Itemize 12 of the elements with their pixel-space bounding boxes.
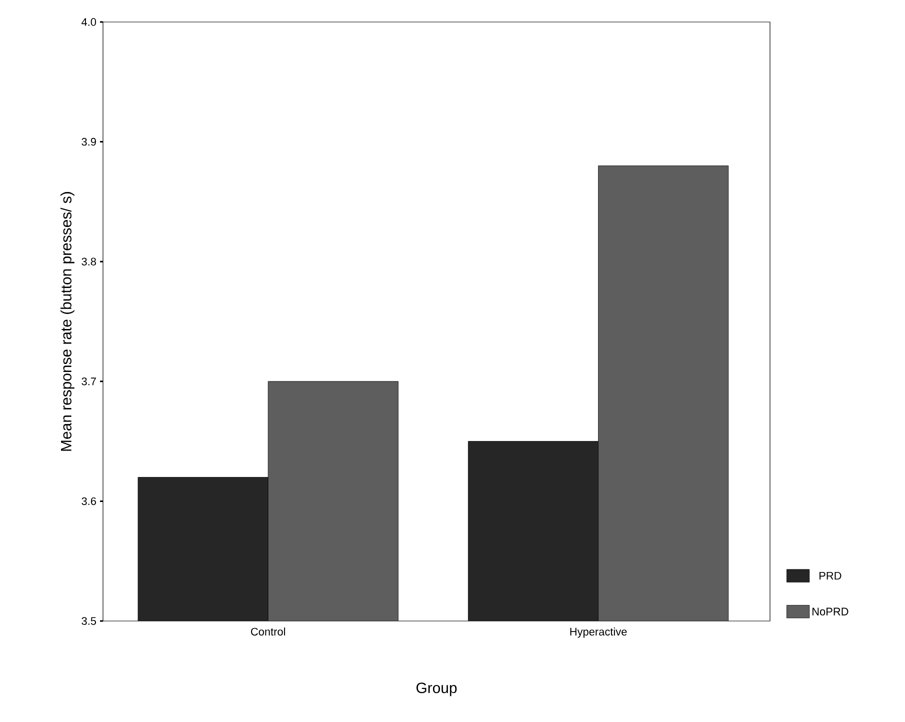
legend-label: PRD [820,572,842,580]
y-tick-label: 3.7 [82,378,96,386]
y-tick-label: 4.0 [81,18,96,26]
y-tick-label: 3.9 [82,138,96,146]
y-tick-label: 3.5 [82,617,96,625]
x-axis-title: Group [416,682,457,696]
legend-label: NoPRD [812,608,848,616]
x-tick-label: Control [251,628,286,636]
y-tick-label: 3.8 [82,258,96,266]
y-axis-title: Mean response rate (button presses/ s) [60,192,74,451]
x-tick-label: Hyperactive [570,628,627,638]
y-tick-label: 3.6 [82,497,96,506]
